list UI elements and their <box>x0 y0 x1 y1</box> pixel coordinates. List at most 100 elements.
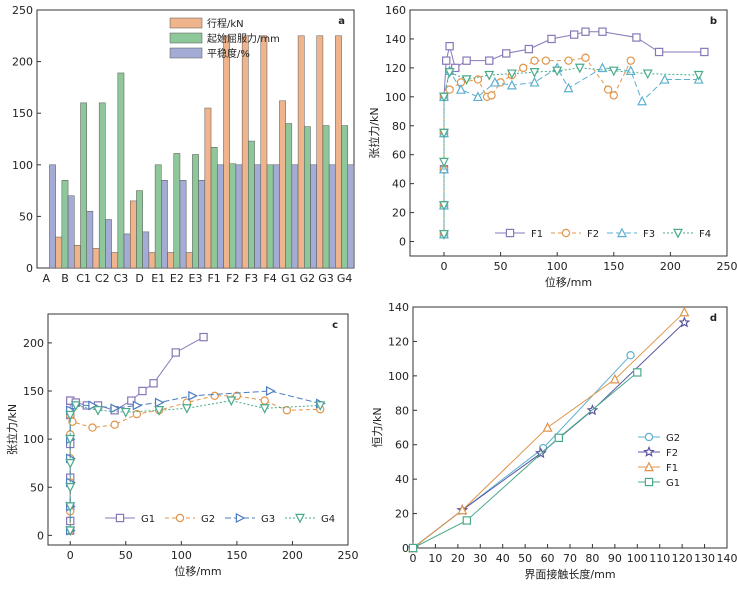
panel-c-series-G1 <box>66 332 208 535</box>
panel-a-bar <box>254 164 261 269</box>
panel-d-xtick-label: 130 <box>694 552 715 565</box>
panel-b-point <box>506 69 517 80</box>
panel-a-bar <box>92 248 100 269</box>
panel-a-category-label: G3 <box>318 272 334 285</box>
panel-b-point <box>473 75 483 84</box>
panel-d-ytick-label: 80 <box>395 404 409 417</box>
panel-d-ylabel: 恒力/kN <box>371 407 384 447</box>
panel-b-xtick-label: 200 <box>660 260 681 273</box>
panel-d-xtick-label: 100 <box>627 552 648 565</box>
panel-d-xlabel: 界面接触长度/mm <box>524 567 615 581</box>
panel-c-xtick-label: 150 <box>226 549 247 562</box>
panel-c-point <box>315 401 326 411</box>
panel-d-point <box>626 351 635 360</box>
panel-b-point <box>659 73 670 84</box>
panel-a-bar <box>123 233 131 269</box>
panel-b-point <box>455 84 466 94</box>
panel-c-ylabel: 张拉力/kN <box>5 404 19 455</box>
panel-c-xtick-label: 50 <box>119 549 133 562</box>
panel-a-legend-swatch <box>169 32 203 44</box>
panel-d-point <box>542 421 553 432</box>
panel-a-category-label: G2 <box>300 272 316 285</box>
panel-d-series-G1 <box>408 368 642 553</box>
panel-d-ytick-label: 100 <box>388 370 409 383</box>
panel-d-xtick-label: 70 <box>563 552 577 565</box>
panel-b-point <box>552 66 563 77</box>
panel-b-series-line <box>443 31 705 235</box>
panel-b-point <box>581 53 590 62</box>
panel-c-point <box>210 391 219 401</box>
panel-a-category-label: F3 <box>245 272 258 285</box>
panel-d-ytick-label: 40 <box>395 473 409 486</box>
panel-b-ytick-label: 40 <box>392 178 406 191</box>
panel-b-xtick-label: 0 <box>440 260 447 273</box>
panel-d-ytick-label: 20 <box>395 508 409 521</box>
panel-c-point <box>132 409 142 419</box>
panel-d-xtick-label: 60 <box>541 552 555 565</box>
panel-a-bar <box>117 72 125 269</box>
panel-d-legend-label: G2 <box>666 433 680 444</box>
panel-c-point <box>110 420 119 429</box>
panel-c-series-line <box>69 395 321 531</box>
panel-a-category-label: G1 <box>281 272 297 285</box>
panel-a-bar <box>316 35 324 269</box>
panel-d-xtick-label: 20 <box>451 552 465 565</box>
panel-b-point <box>438 128 449 139</box>
panel-a-bar <box>111 252 119 269</box>
panel-a-tag: a <box>338 16 345 27</box>
panel-b-point <box>598 27 607 36</box>
panel-b-point <box>564 56 573 65</box>
panel-c-point <box>132 400 143 411</box>
panel-b-point <box>597 62 608 73</box>
panel-b-point <box>547 34 556 44</box>
panel-d-xtick-label: 110 <box>649 552 670 565</box>
panel-b-series-line <box>443 67 699 235</box>
panel-b-frame <box>409 9 728 257</box>
panel-b-point <box>489 76 500 87</box>
panel-a-bar <box>310 164 317 269</box>
panel-c-legend-label: G4 <box>321 514 335 525</box>
panel-c-legend-marker <box>295 513 305 524</box>
panel-a-bar <box>216 164 224 269</box>
panel-d-series-line <box>412 372 638 549</box>
panel-d-point <box>535 447 547 459</box>
panel-b-ytick-label: 0 <box>399 236 406 249</box>
panel-b-point <box>444 68 455 78</box>
panel-c-series-line <box>69 390 321 531</box>
panel-c-point <box>65 458 76 469</box>
panel-b-xlabel: 位移/mm <box>545 275 592 289</box>
panel-c-point <box>259 404 270 414</box>
panel-d-point <box>554 433 563 443</box>
panel-b-xtick-label: 50 <box>494 260 508 273</box>
panel-b-legend-label: F2 <box>587 229 599 240</box>
panel-b-point <box>608 66 619 77</box>
panel-c-point <box>65 526 76 537</box>
panel-a-category-label: E1 <box>151 272 165 285</box>
panel-c-legend-marker <box>175 513 185 523</box>
panel-a-bar <box>229 163 237 269</box>
panel-a-bar <box>130 200 137 269</box>
panel-d-xtick-label: 90 <box>608 552 622 565</box>
panel-d-xtick-label: 30 <box>473 552 487 565</box>
panel-d-ytick-label: 140 <box>388 301 409 314</box>
panel-a-ytick-label: 50 <box>19 210 33 223</box>
panel-c-ytick-label: 50 <box>30 481 44 494</box>
panel-b-point <box>484 70 495 81</box>
panel-a-bar <box>335 35 342 269</box>
panel-a-bar <box>248 140 255 269</box>
panel-b-point <box>506 79 517 90</box>
panel-a-ytick-label: 100 <box>12 159 33 172</box>
panel-a-category-label: C3 <box>114 272 129 285</box>
panel-a-ytick-label: 150 <box>12 107 33 120</box>
panel-a-category-label: F2 <box>226 272 239 285</box>
panel-a-category-label: C1 <box>76 272 91 285</box>
panel-a-bar <box>179 180 187 269</box>
panel-b-legend-marker <box>561 228 571 238</box>
panel-d-ytick-label: 60 <box>395 439 409 452</box>
panel-a-bar <box>49 164 56 269</box>
panel-b-ytick-label: 140 <box>385 33 406 46</box>
panel-a-category-label: F4 <box>263 272 276 285</box>
panel-b-point <box>632 33 641 42</box>
panel-c-point <box>181 404 192 414</box>
panel-a-category-label: D <box>135 272 143 285</box>
